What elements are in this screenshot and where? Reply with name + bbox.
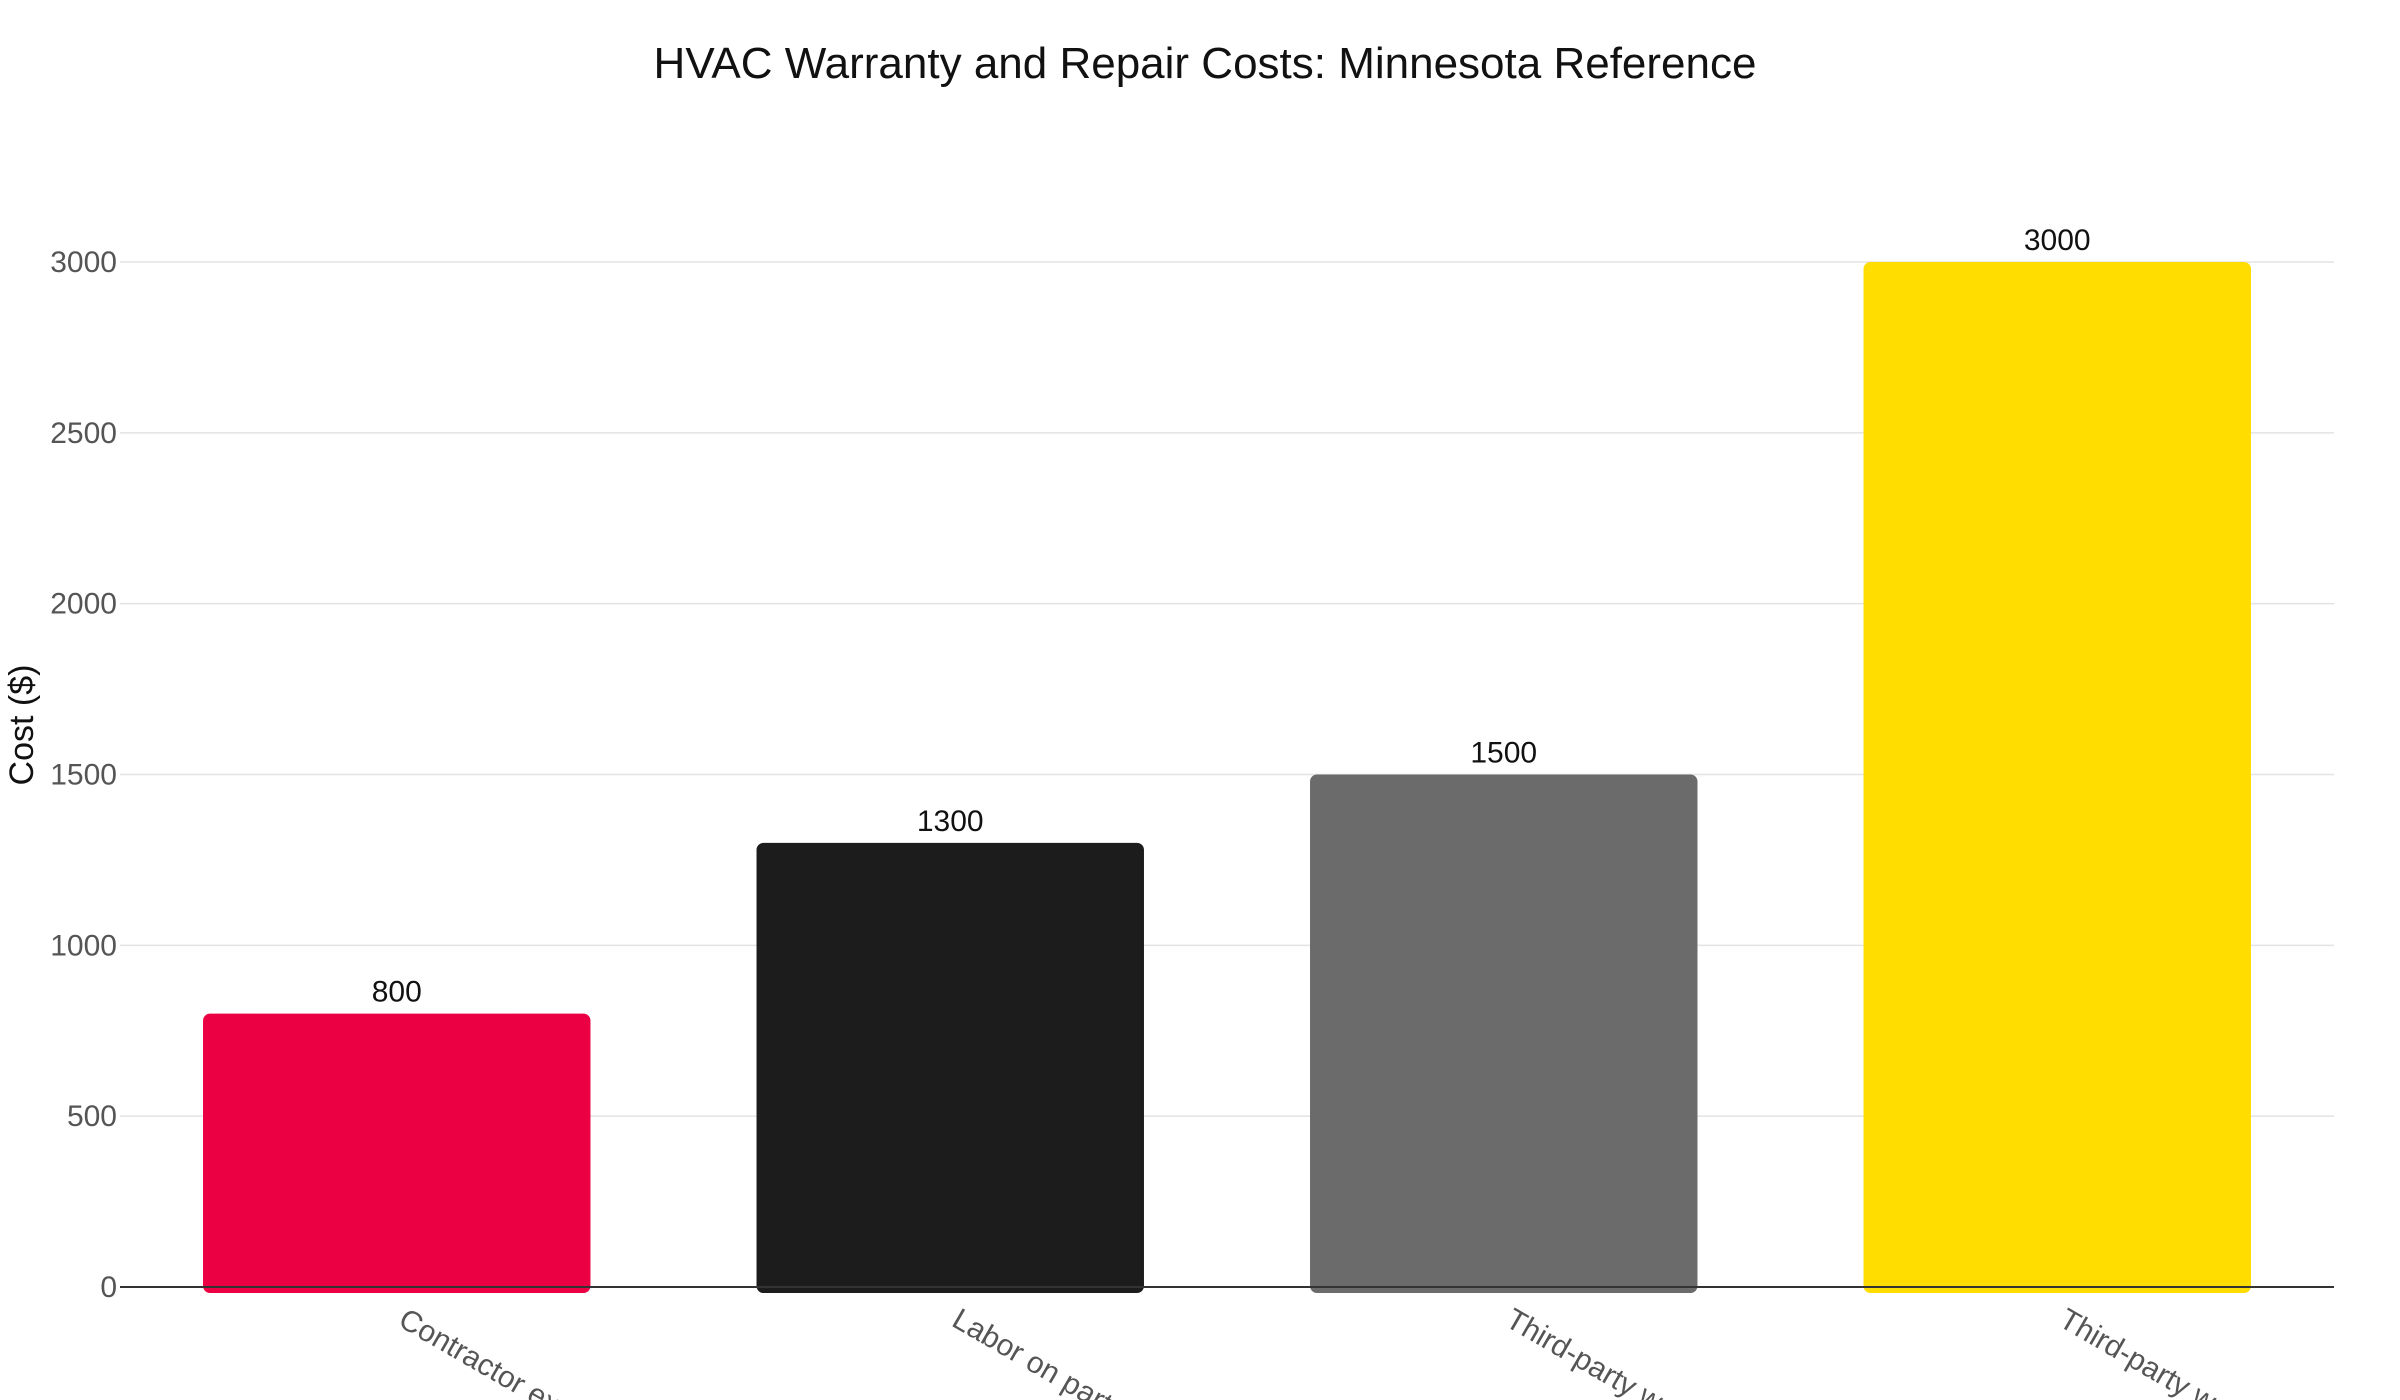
bar (1863, 262, 2251, 1293)
bars (203, 262, 2251, 1293)
bar-value-label: 1300 (917, 805, 984, 838)
y-tick-label: 1000 (50, 929, 117, 962)
bar-value-label: 800 (372, 976, 422, 1009)
x-tick-label: Third-party war (1500, 1302, 1691, 1400)
bar-value-label: 1500 (1470, 737, 1537, 770)
gridlines: 0 500 1000 1500 2000 2500 3000 (50, 246, 2334, 1304)
bar (1310, 774, 1698, 1293)
y-tick-label: 3000 (50, 246, 117, 279)
y-tick-label: 0 (100, 1271, 117, 1304)
data-labels: 800 1300 1500 3000 (372, 224, 2091, 1009)
bar (203, 1013, 591, 1293)
chart-title: HVAC Warranty and Repair Costs: Minnesot… (654, 39, 1757, 88)
y-tick-label: 2500 (50, 417, 117, 450)
x-tick-label: Labor on parts (947, 1302, 1131, 1400)
y-axis-label: Cost ($) (3, 665, 41, 786)
y-tick-label: 2000 (50, 588, 117, 621)
y-tick-label: 1500 (50, 759, 117, 792)
x-tick-label: Third-party war (2054, 1302, 2245, 1400)
bar-value-label: 3000 (2024, 224, 2091, 257)
bar (756, 842, 1144, 1293)
x-axis-ticks: Contractor exte Labor on parts Third-party… (393, 1302, 2245, 1400)
x-tick-label: Contractor exte (393, 1302, 587, 1400)
y-tick-label: 500 (67, 1100, 117, 1133)
